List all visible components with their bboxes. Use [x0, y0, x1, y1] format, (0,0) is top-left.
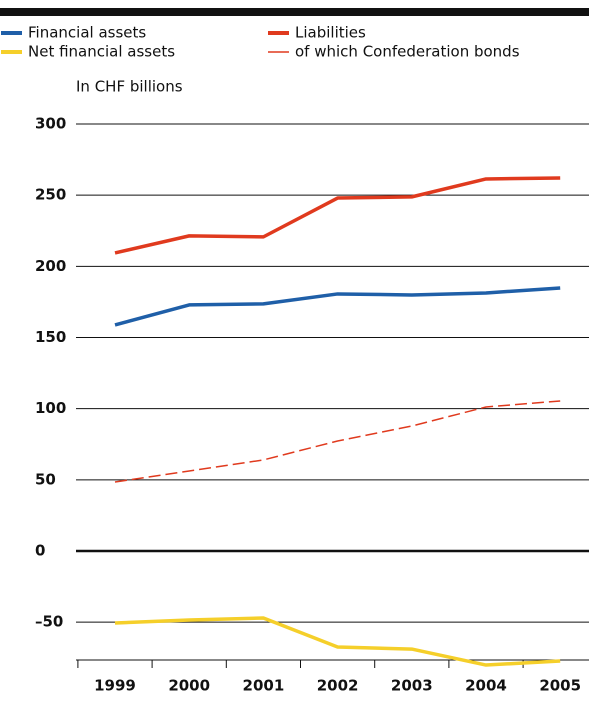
series-line: [114, 616, 561, 667]
x-tick-label: 2003: [391, 677, 433, 695]
x-tick-label: 2000: [168, 677, 210, 695]
legend-label: Financial assets: [28, 24, 146, 42]
x-tick-label: 2002: [317, 677, 359, 695]
y-tick-label: 0: [35, 542, 45, 560]
y-tick-label: 300: [35, 115, 66, 133]
series-line: [114, 286, 561, 327]
x-tick-label: 1999: [94, 677, 136, 695]
x-tick-label: 2004: [465, 677, 507, 695]
legend-label: Net financial assets: [28, 43, 175, 61]
y-tick-label: 250: [35, 186, 66, 204]
y-tick-label: 200: [35, 257, 66, 275]
x-tick-label: 2005: [539, 677, 581, 695]
series-line: [114, 176, 561, 255]
legend-label: Liabilities: [295, 24, 366, 42]
y-axis-label: In CHF billions: [76, 78, 183, 96]
legend-label: of which Confederation bonds: [295, 43, 520, 61]
y-tick-label: 150: [35, 328, 66, 346]
header-bar: [0, 8, 589, 16]
x-tick-label: 2001: [243, 677, 285, 695]
y-tick-label: 50: [35, 470, 56, 488]
series-line: [114, 400, 561, 483]
y-tick-label: –50: [35, 613, 63, 631]
y-tick-label: 100: [35, 399, 66, 417]
